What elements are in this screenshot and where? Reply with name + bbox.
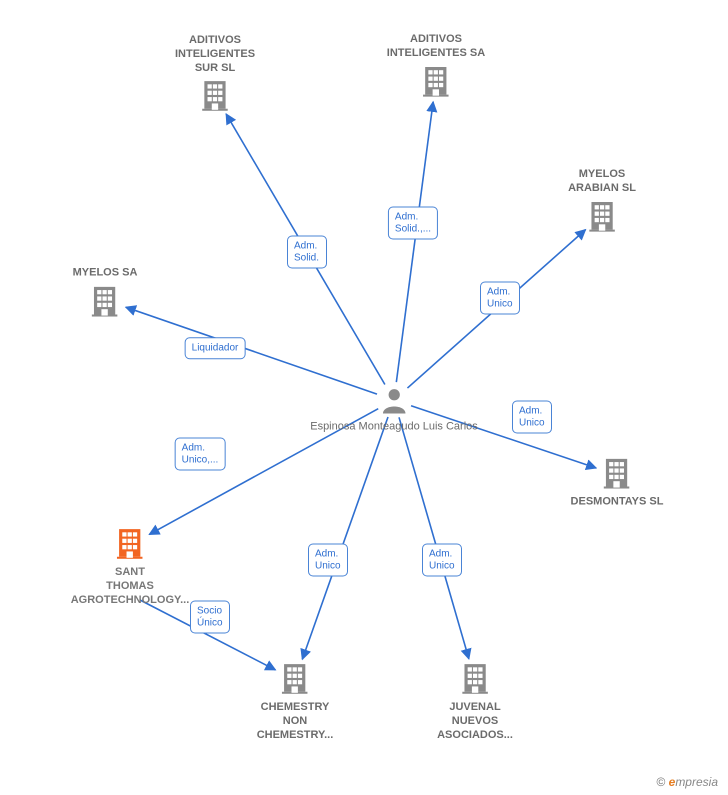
edge-label: Socio Único <box>190 601 230 634</box>
footer-credit: © empresia <box>656 775 718 789</box>
edge-label: Liquidador <box>185 337 246 359</box>
edge-label: Adm. Unico <box>308 544 348 577</box>
brand-rest: mpresia <box>675 775 718 789</box>
edge-label: Adm. Unico <box>512 401 552 434</box>
edge-label: Adm. Unico <box>480 282 520 315</box>
copyright-symbol: © <box>656 775 665 789</box>
diagram-stage: Espinosa Monteagudo Luis CarlosADITIVOS … <box>0 0 728 795</box>
edges-layer <box>0 0 728 795</box>
edge-label: Adm. Unico <box>422 544 462 577</box>
edge-label: Adm. Solid.,... <box>388 207 438 240</box>
edge-label: Adm. Solid. <box>287 236 327 269</box>
edge-label: Adm. Unico,... <box>175 438 226 471</box>
